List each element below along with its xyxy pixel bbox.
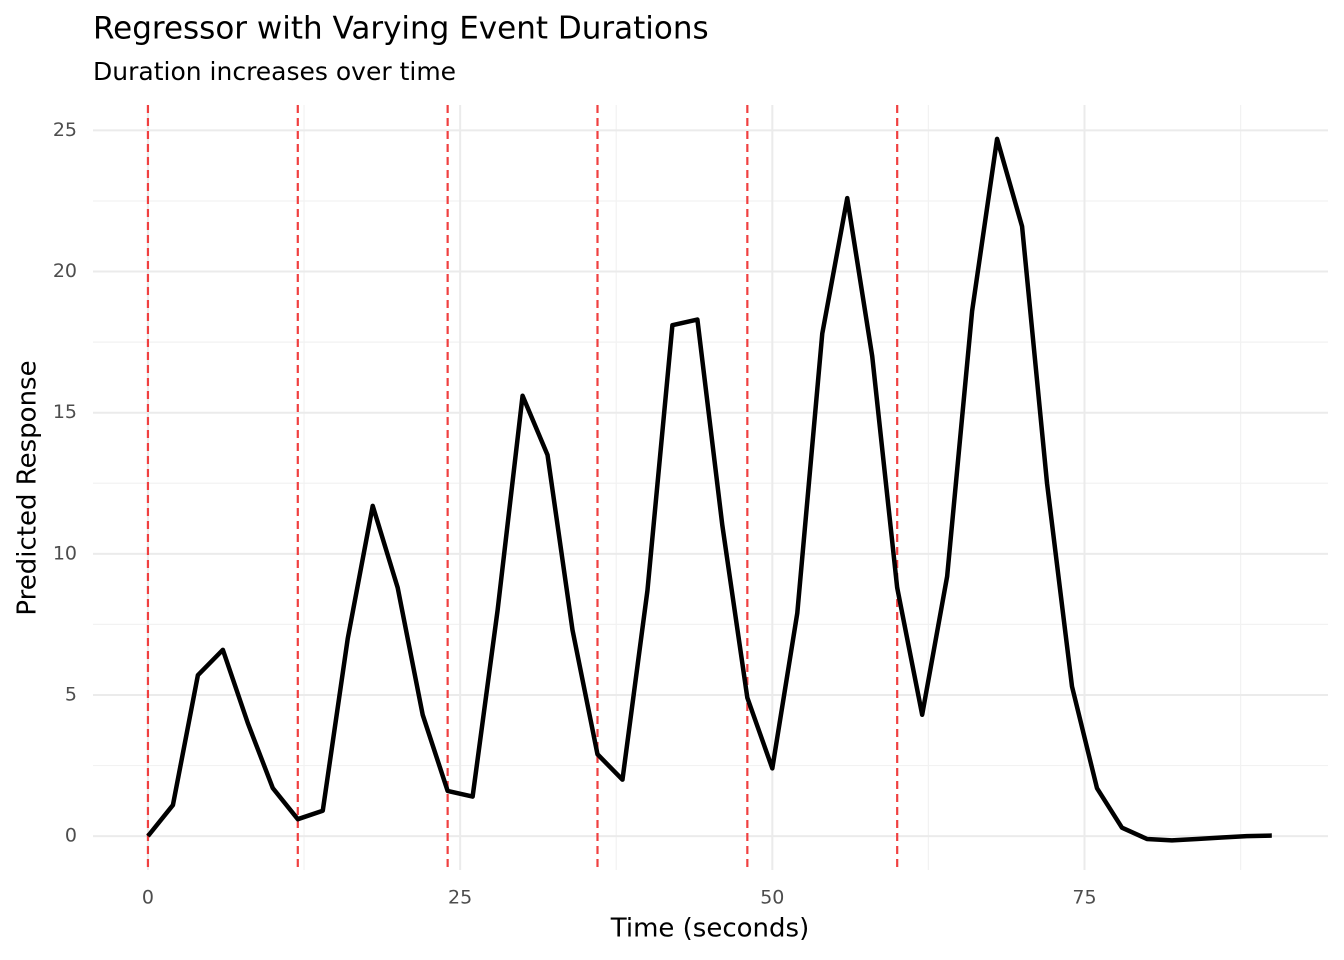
y-tick-label: 0 bbox=[65, 825, 77, 847]
y-tick-label: 15 bbox=[53, 401, 77, 423]
x-axis-label: Time (seconds) bbox=[610, 914, 809, 944]
chart-subtitle: Duration increases over time bbox=[93, 57, 456, 86]
y-axis-label: Predicted Response bbox=[13, 360, 43, 615]
x-tick-label: 50 bbox=[760, 887, 784, 909]
x-tick-label: 0 bbox=[142, 887, 154, 909]
x-tick-label: 75 bbox=[1072, 887, 1096, 909]
x-tick-label: 25 bbox=[448, 887, 472, 909]
data-line bbox=[146, 136, 1272, 843]
y-tick-label: 20 bbox=[53, 260, 77, 282]
y-tick-label: 10 bbox=[53, 542, 77, 564]
y-tick-label: 5 bbox=[65, 683, 77, 705]
y-tick-label: 25 bbox=[53, 119, 77, 141]
chart-title: Regressor with Varying Event Durations bbox=[93, 11, 709, 47]
